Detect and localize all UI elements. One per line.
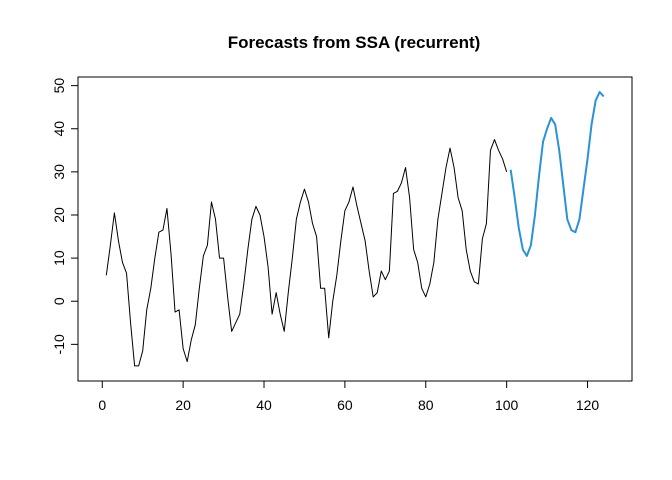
y-tick-label: 30 (51, 164, 67, 180)
x-tick-label: 100 (495, 397, 519, 413)
forecast-series-line (509, 91, 605, 257)
chart-title: Forecasts from SSA (recurrent) (228, 33, 481, 52)
y-tick-label: -10 (51, 334, 67, 354)
x-tick-label: 40 (256, 397, 272, 413)
y-tick-label: 20 (51, 207, 67, 223)
x-axis: 0 20 40 60 80 100 120 (98, 380, 600, 413)
x-tick-label: 60 (337, 397, 353, 413)
y-tick-label: 50 (51, 78, 67, 94)
y-tick-label: 0 (51, 297, 67, 305)
x-tick-label: 80 (418, 397, 434, 413)
y-axis: -10 0 10 20 30 40 50 (51, 78, 79, 354)
x-tick-label: 120 (576, 397, 600, 413)
observed-series-line (105, 139, 508, 367)
x-tick-label: 20 (175, 397, 191, 413)
y-tick-label: 10 (51, 250, 67, 266)
x-tick-label: 0 (98, 397, 106, 413)
series-layer (105, 91, 605, 367)
y-tick-label: 40 (51, 121, 67, 137)
